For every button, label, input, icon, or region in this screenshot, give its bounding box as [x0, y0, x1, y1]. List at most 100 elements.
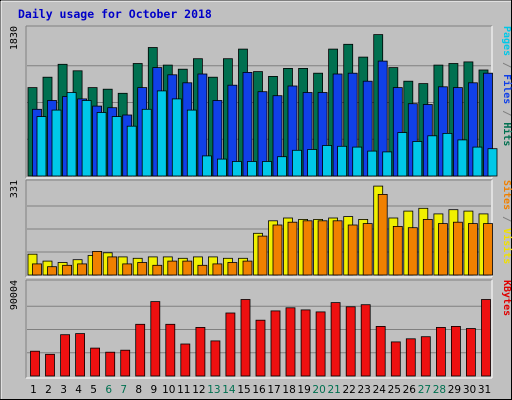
bar-pages-day-5 — [96, 112, 107, 177]
bar-kbytes-day-19 — [300, 309, 311, 377]
bar-kbytes-day-30 — [465, 328, 476, 377]
bar-sites-day-25 — [392, 225, 403, 276]
bar-pages-day-22 — [352, 146, 363, 177]
bar-pages-day-12 — [201, 155, 212, 177]
bar-pages-day-23 — [367, 150, 378, 177]
day-label-6: 6 — [105, 384, 112, 396]
bar-pages-day-21 — [337, 145, 348, 177]
day-label-20: 20 — [312, 384, 325, 396]
bar-kbytes-day-7 — [120, 349, 131, 377]
legend-part: / — [501, 56, 512, 74]
bar-kbytes-day-2 — [45, 353, 55, 377]
day-label-9: 9 — [150, 384, 157, 396]
bar-kbytes-day-12 — [195, 326, 206, 377]
day-label-29: 29 — [448, 384, 461, 396]
bar-sites-day-5 — [92, 250, 102, 276]
bar-sites-day-10 — [167, 260, 178, 276]
bar-kbytes-day-26 — [405, 338, 416, 377]
bar-pages-day-13 — [216, 158, 227, 177]
bar-pages-day-28 — [442, 132, 453, 177]
panel-visits-legend: Sites / Visits — [501, 180, 512, 264]
bar-kbytes-day-24 — [375, 325, 386, 377]
day-label-19: 19 — [297, 384, 310, 396]
bar-sites-day-23 — [362, 223, 373, 276]
legend-part: Hits — [501, 122, 512, 146]
bar-kbytes-day-21 — [330, 302, 341, 377]
bar-sites-day-18 — [287, 221, 298, 276]
bar-pages-day-11 — [186, 109, 197, 177]
bar-pages-day-20 — [322, 145, 333, 177]
day-label-5: 5 — [90, 384, 97, 396]
bar-files-day-15 — [242, 72, 253, 177]
bar-pages-day-16 — [262, 161, 272, 177]
bar-sites-day-9 — [152, 264, 163, 276]
day-label-18: 18 — [282, 384, 295, 396]
bar-pages-day-4 — [81, 100, 92, 177]
bar-pages-day-26 — [412, 141, 423, 177]
bar-kbytes-day-11 — [180, 343, 191, 377]
day-label-11: 11 — [177, 384, 190, 396]
bar-kbytes-day-6 — [105, 351, 116, 377]
day-label-28: 28 — [433, 384, 446, 396]
bar-sites-day-6 — [107, 256, 118, 276]
bar-kbytes-day-15 — [240, 299, 251, 377]
bar-sites-day-29 — [452, 221, 463, 276]
bar-sites-day-13 — [212, 263, 223, 276]
day-label-2: 2 — [45, 384, 52, 396]
bar-kbytes-day-18 — [285, 307, 296, 377]
day-label-15: 15 — [237, 384, 250, 396]
bar-pages-day-10 — [171, 98, 182, 177]
bar-pages-day-1 — [36, 116, 47, 177]
bar-kbytes-day-13 — [210, 340, 221, 377]
bar-sites-day-28 — [437, 223, 448, 276]
panel-kbytes-legend: KBytes — [501, 280, 512, 316]
day-label-14: 14 — [222, 384, 236, 396]
bar-sites-day-20 — [317, 220, 328, 276]
day-label-1: 1 — [30, 384, 37, 396]
bar-kbytes-day-14 — [225, 312, 236, 377]
bar-sites-day-7 — [122, 263, 133, 276]
y-tick-label: 1830 — [9, 26, 20, 50]
bar-sites-day-30 — [467, 223, 478, 276]
bar-sites-day-16 — [257, 235, 268, 276]
bar-pages-day-15 — [247, 161, 257, 177]
bar-pages-day-3 — [66, 92, 77, 177]
bar-kbytes-day-28 — [435, 326, 446, 377]
legend-part: Files — [501, 74, 512, 104]
day-label-4: 4 — [75, 384, 82, 396]
bar-sites-day-21 — [332, 220, 343, 276]
bar-kbytes-day-3 — [60, 334, 70, 377]
day-label-17: 17 — [267, 384, 280, 396]
bar-kbytes-day-4 — [75, 333, 85, 377]
day-label-23: 23 — [358, 384, 371, 396]
bar-sites-day-3 — [62, 264, 72, 276]
y-tick-label: 331 — [9, 180, 20, 198]
bar-pages-day-27 — [427, 135, 438, 177]
day-label-30: 30 — [463, 384, 476, 396]
bar-kbytes-day-29 — [450, 325, 461, 377]
bar-sites-day-14 — [227, 262, 238, 276]
bar-sites-day-11 — [182, 260, 193, 276]
legend-part: KBytes — [501, 280, 512, 316]
legend-part: Visits — [501, 228, 512, 264]
day-label-10: 10 — [162, 384, 175, 396]
legend-part: Pages — [501, 26, 512, 56]
bar-pages-day-8 — [141, 108, 152, 177]
bar-sites-day-8 — [137, 262, 148, 276]
bar-kbytes-day-23 — [360, 304, 371, 377]
day-label-8: 8 — [135, 384, 142, 396]
bar-kbytes-day-10 — [165, 323, 176, 377]
bar-pages-day-6 — [111, 116, 122, 177]
bar-pages-day-17 — [277, 156, 287, 177]
bar-sites-day-31 — [483, 223, 493, 276]
bar-kbytes-day-9 — [150, 301, 161, 377]
legend-part: / — [501, 210, 512, 228]
bar-pages-day-9 — [156, 90, 167, 177]
chart-title: Daily usage for October 2018 — [18, 7, 212, 21]
day-label-12: 12 — [192, 384, 205, 396]
day-label-26: 26 — [403, 384, 417, 396]
bar-sites-day-15 — [242, 260, 253, 276]
bar-pages-day-24 — [382, 151, 393, 177]
day-label-25: 25 — [388, 384, 401, 396]
